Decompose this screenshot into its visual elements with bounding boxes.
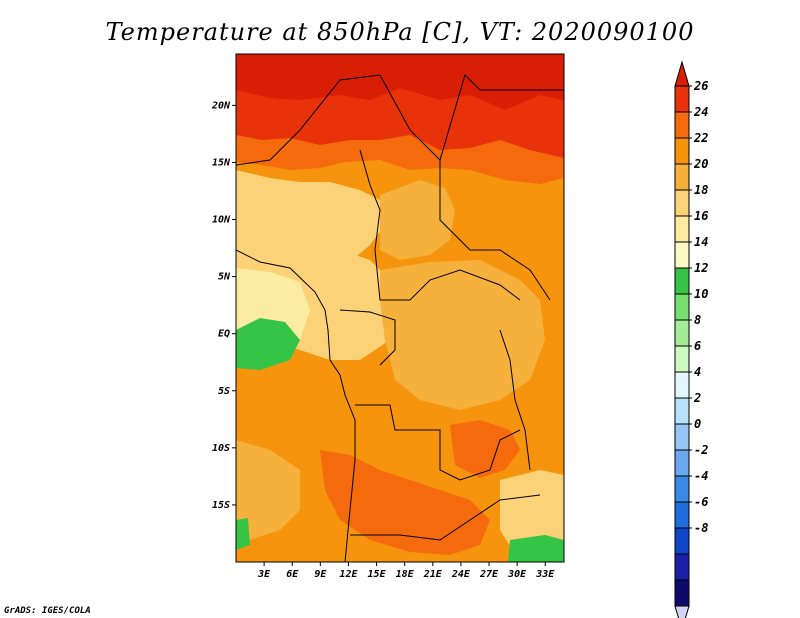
sudan-border bbox=[439, 160, 551, 301]
band-12-14-southwest bbox=[236, 518, 250, 550]
chad-car-border bbox=[359, 149, 521, 301]
lon-tick-label: 24E bbox=[451, 569, 471, 580]
band-22-24-south bbox=[320, 450, 490, 555]
colorbar-label: 10 bbox=[694, 287, 708, 301]
colorbar-box bbox=[674, 423, 690, 451]
colorbar-box bbox=[674, 397, 690, 425]
band-22-24-east bbox=[450, 420, 520, 478]
figure-title: Temperature at 850hPa [C], VT: 202009010… bbox=[106, 18, 695, 46]
lat-tick-label: 15S bbox=[212, 500, 230, 511]
colorbar-label: 6 bbox=[694, 339, 701, 353]
lon-tick-label: 9E bbox=[314, 569, 327, 580]
colorbar-box bbox=[674, 319, 690, 347]
colorbar-label: 4 bbox=[694, 365, 701, 379]
temperature-field bbox=[236, 54, 564, 562]
lon-tick-label: 30E bbox=[507, 569, 527, 580]
colorbar-label: 26 bbox=[693, 79, 708, 93]
rift-lakes bbox=[499, 329, 531, 471]
colorbar-box bbox=[674, 293, 690, 321]
lon-tick-label: 27E bbox=[479, 569, 499, 580]
colorbar-bottom-arrow bbox=[674, 605, 690, 618]
lat-tick-label: 20N bbox=[211, 100, 231, 111]
colorbar-box bbox=[674, 215, 690, 243]
colorbar-box bbox=[674, 163, 690, 191]
country-borders bbox=[236, 74, 564, 562]
colorbar-box bbox=[674, 371, 690, 399]
lon-tick-label: 12E bbox=[339, 569, 358, 580]
colorbar-box bbox=[674, 189, 690, 217]
lon-tick-label: 3E bbox=[257, 569, 271, 580]
band-12-14-southeast bbox=[508, 535, 564, 562]
band-18-20-southwest bbox=[236, 440, 300, 540]
band-18-20-center bbox=[380, 180, 455, 260]
colorbar-box bbox=[674, 579, 690, 607]
lon-tick-label: 6E bbox=[286, 569, 299, 580]
colorbar-label: 24 bbox=[693, 105, 708, 119]
colorbar-box bbox=[674, 553, 690, 581]
colorbar-label: 14 bbox=[694, 235, 708, 249]
lon-tick-label: 21E bbox=[423, 569, 443, 580]
namibia-border bbox=[350, 494, 541, 541]
colorbar-label: -2 bbox=[694, 443, 708, 457]
colorbar-label: -4 bbox=[694, 469, 708, 483]
map-frame bbox=[235, 53, 565, 563]
gabon-congo-border bbox=[339, 309, 396, 366]
lat-tick-label: EQ bbox=[218, 329, 230, 340]
lat-tick-label: 10N bbox=[212, 215, 231, 226]
lon-tick-label: 15E bbox=[368, 569, 387, 580]
colorbar-box bbox=[674, 527, 690, 555]
colorbar-label: 22 bbox=[693, 131, 708, 145]
coastline bbox=[236, 249, 356, 562]
lat-tick-label: 15N bbox=[212, 157, 231, 168]
latitude-axis: 20N 15N 10N 5N EQ 5S 10S 15S bbox=[211, 100, 236, 511]
band-18-20-congo bbox=[380, 260, 545, 410]
sahara-borders bbox=[236, 74, 564, 166]
colorbar-label: 16 bbox=[694, 209, 708, 223]
colorbar-box bbox=[674, 137, 690, 165]
colorbar-box bbox=[674, 267, 690, 295]
lat-tick-label: 5N bbox=[218, 272, 231, 283]
colorbar-box bbox=[674, 241, 690, 269]
lon-tick-label: 18E bbox=[396, 569, 415, 580]
colorbar-box bbox=[674, 85, 690, 113]
lon-tick-label: 33E bbox=[535, 569, 555, 580]
colorbar-label: -6 bbox=[694, 495, 708, 509]
colorbar-label: 18 bbox=[694, 183, 708, 197]
temperature-map: 20N 15N 10N 5N EQ 5S 10S 15S 3E 6E 9E 12E 15E 18E 21E… bbox=[211, 53, 565, 580]
angola-drc-border bbox=[355, 404, 521, 481]
grads-credit: GrADS: IGES/COLA bbox=[4, 606, 91, 616]
colorbar-label: 0 bbox=[694, 417, 701, 431]
lat-tick-label: 10S bbox=[212, 443, 230, 454]
band-over-26 bbox=[236, 54, 564, 110]
colorbar-label: 12 bbox=[694, 261, 708, 275]
colorbar-box bbox=[674, 449, 690, 477]
colorbar-box bbox=[674, 111, 690, 139]
colorbar-top-arrow bbox=[674, 60, 690, 87]
colorbar-label: 8 bbox=[694, 313, 701, 327]
colorbar-label: -8 bbox=[694, 521, 708, 535]
colorbar-label: 20 bbox=[693, 157, 708, 171]
colorbar-box bbox=[674, 475, 690, 503]
longitude-axis: 3E 6E 9E 12E 15E 18E 21E 24E 27E 30E 33E bbox=[257, 562, 555, 580]
lat-tick-label: 5S bbox=[218, 386, 230, 397]
band-12-14-atlantic bbox=[236, 318, 300, 370]
colorbar-box bbox=[674, 501, 690, 529]
colorbar-box bbox=[674, 345, 690, 373]
colorbar-label: 2 bbox=[693, 391, 701, 405]
